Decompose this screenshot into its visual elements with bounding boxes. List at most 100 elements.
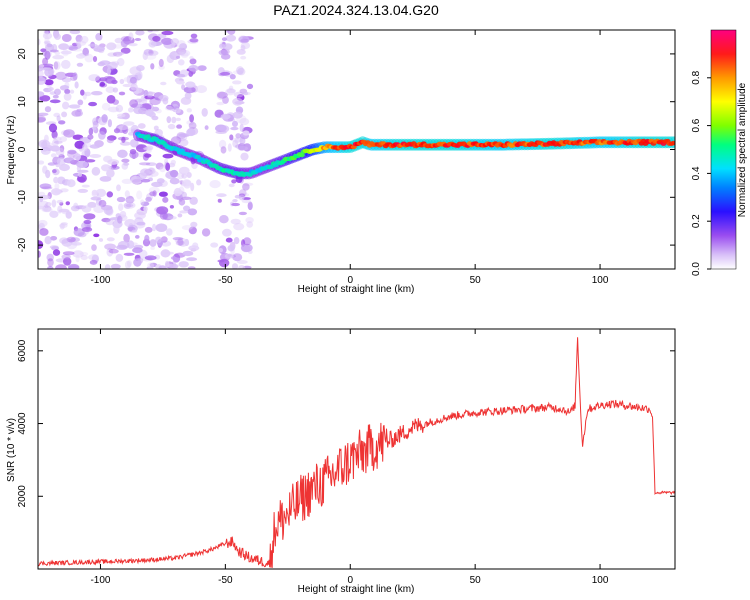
noise-blob [223, 43, 233, 51]
y-tick-label: 10 [17, 96, 28, 108]
noise-blob [169, 169, 179, 178]
noise-blob [73, 202, 79, 210]
noise-blob [110, 263, 121, 269]
noise-blob [189, 38, 199, 43]
noise-blob [93, 205, 105, 214]
noise-blob [124, 198, 136, 202]
noise-blob [128, 43, 138, 47]
noise-blob [146, 266, 154, 269]
noise-blob [176, 124, 183, 129]
noise-blob [60, 85, 70, 90]
noise-blob [121, 136, 126, 143]
noise-blob [73, 228, 85, 237]
noise-blob [63, 157, 75, 164]
snr-y-ticks: 2000 4000 6000 [17, 339, 675, 507]
noise-blob [189, 56, 194, 60]
noise-blob [225, 88, 236, 96]
x-tick-label: -100 [90, 275, 110, 286]
noise-blob [53, 140, 63, 144]
noise-blob [125, 203, 134, 208]
colorbar-tick-label: 0.6 [691, 118, 702, 132]
snr-panel: -100 -50 0 50 100 2000 4000 6000 Height of str… [6, 328, 676, 595]
noise-blob [139, 162, 151, 166]
noise-blob [218, 49, 229, 56]
noise-blob [40, 186, 53, 190]
noise-blob [217, 91, 228, 99]
noise-blob [47, 258, 54, 267]
noise-blob [235, 133, 241, 139]
noise-blob [190, 182, 195, 192]
noise-blob [149, 170, 159, 177]
noise-blob [121, 158, 130, 163]
noise-blob [77, 99, 84, 106]
noise-blob [148, 40, 157, 48]
noise-blob [113, 225, 120, 234]
noise-blob [82, 47, 89, 56]
noise-blob [53, 61, 59, 70]
noise-blob [189, 196, 198, 205]
noise-blob [183, 86, 196, 94]
noise-blob [52, 94, 59, 99]
noise-blob [232, 111, 243, 119]
snr-x-ticks: -100 -50 0 50 100 [90, 329, 609, 586]
noise-blob [107, 52, 117, 57]
noise-blob [54, 61, 61, 70]
noise-blob [232, 253, 243, 262]
noise-blob [84, 91, 92, 97]
noise-blob [48, 87, 54, 91]
noise-blob [195, 85, 207, 94]
noise-blob [174, 107, 181, 114]
snr-series-line [38, 337, 675, 568]
noise-blob [74, 140, 85, 149]
noise-blob [159, 211, 168, 220]
noise-blob [63, 129, 75, 138]
noise-blob [246, 221, 254, 228]
noise-blob [175, 55, 181, 59]
noise-blob [106, 247, 114, 257]
noise-blob [101, 164, 111, 172]
noise-blob [115, 51, 125, 55]
y-tick-label: -20 [17, 237, 28, 252]
noise-blob [44, 106, 52, 113]
noise-blob [51, 199, 57, 208]
ridge-core [298, 152, 305, 158]
noise-blob [158, 191, 168, 197]
noise-blob [74, 110, 83, 117]
noise-blob [101, 217, 111, 223]
noise-blob [159, 166, 166, 173]
noise-blob [160, 240, 172, 247]
noise-blob [187, 208, 198, 216]
noise-blob [39, 95, 51, 102]
noise-blob [84, 159, 96, 163]
noise-blob [91, 91, 103, 96]
x-tick-label: 100 [592, 575, 609, 586]
noise-blob [155, 236, 162, 244]
noise-blob [149, 97, 161, 106]
noise-blob [229, 74, 236, 80]
noise-blob [128, 132, 134, 136]
noise-blob [186, 128, 196, 137]
noise-blob [76, 160, 89, 168]
noise-blob [49, 99, 61, 104]
noise-blob [113, 128, 121, 134]
noise-blob [38, 91, 45, 97]
noise-blob [88, 74, 100, 82]
noise-blob [245, 217, 254, 224]
noise-blob [228, 183, 235, 188]
noise-blob [54, 33, 61, 40]
noise-blob [164, 260, 170, 268]
noise-blob [116, 58, 125, 67]
noise-blob [44, 50, 51, 60]
noise-blob [115, 104, 124, 113]
noise-blob [224, 253, 234, 259]
noise-blob [232, 120, 238, 127]
noise-blob [219, 215, 229, 224]
noise-blob [169, 177, 180, 185]
noise-blob [119, 210, 127, 218]
noise-blob [178, 138, 189, 147]
colorbar: 0.0 0.2 0.4 0.6 0.8 Normalized spectral ampl… [691, 29, 748, 276]
noise-blob [149, 262, 158, 268]
noise-blob [38, 67, 44, 72]
noise-blob [68, 104, 81, 109]
